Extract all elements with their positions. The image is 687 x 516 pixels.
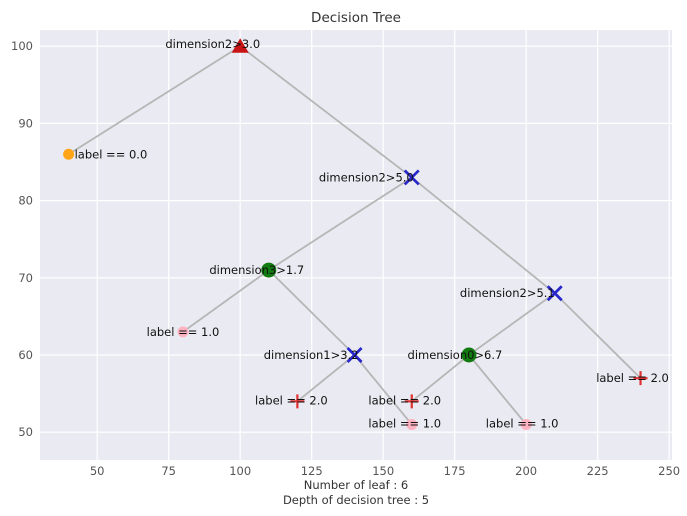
tree-node-label: dimension2>3.0 [165,37,260,51]
tree-node-markers [63,38,648,430]
x-tick-label: 250 [658,464,680,478]
tree-node-marker-plus [633,371,648,386]
tree-node-marker-circle [63,148,75,160]
y-tick-label: 70 [18,271,33,285]
tree-node-label: dimension1>3.2 [264,348,359,362]
y-tick-label: 100 [11,39,33,53]
tree-node-label: dimension0>6.7 [408,348,503,362]
tree-node-marker-plus [290,394,305,409]
tree-edge [353,354,413,426]
tree-node-label: dimension3>1.7 [209,263,304,277]
tree-edge [411,354,470,403]
tree-edge [182,269,270,333]
y-tick-label: 90 [18,116,33,130]
tree-edges [68,45,642,426]
tree-node-label: label == 2.0 [255,393,328,407]
tree-node-marker-triangle [231,38,249,53]
gridlines [40,30,672,460]
tree-node-labels: dimension2>3.0 label == 0.0 dimension2>5.0… [75,37,669,430]
tree-edge [239,45,413,179]
tree-node-label: label == 1.0 [147,325,220,339]
y-tick-label: 50 [18,425,33,439]
tree-node-marker-circle [177,326,189,338]
axis-tick-labels: 50 75 100 125 150 175 200 225 250 50 60 70 80 90 100 [11,39,680,478]
x-tick-label: 75 [161,464,176,478]
xlabel-line1: Number of leaf : 6 [304,478,408,492]
tree-edge [468,292,556,356]
tree-edge [468,354,527,426]
tree-edge [268,176,413,271]
tree-node-marker-plus [404,394,419,409]
tree-node-label: label == 1.0 [486,416,559,430]
x-tick-label: 225 [587,464,609,478]
x-tick-label: 50 [90,464,105,478]
tree-edge [411,176,556,294]
tree-node-label: dimension2>5.0 [319,170,414,184]
x-tick-label: 100 [229,464,251,478]
tree-node-label: label == 1.0 [368,416,441,430]
chart-title: Decision Tree [311,10,401,26]
tree-node-marker-circle [461,347,477,363]
tree-edge [268,269,356,356]
tree-edge [296,354,356,403]
tree-node-label: label == 2.0 [596,371,669,385]
tree-node-marker-circle [520,418,532,430]
xlabel-line2: Depth of decision tree : 5 [283,493,429,507]
tree-node-marker-x [546,285,563,302]
tree-node-label: dimension2>5.1 [460,286,555,300]
x-tick-label: 200 [515,464,537,478]
tree-node-marker-x [403,169,420,186]
tree-node-label: label == 0.0 [75,147,148,161]
tree-node-marker-circle [406,418,418,430]
tree-node-label: label == 2.0 [368,393,441,407]
x-tick-label: 125 [301,464,323,478]
x-tick-label: 150 [372,464,394,478]
y-tick-label: 60 [18,348,33,362]
tree-edge [68,45,241,156]
y-tick-label: 80 [18,194,33,208]
tree-node-marker-x [346,347,363,363]
axes-background [40,30,672,460]
x-tick-label: 175 [444,464,466,478]
tree-edge [554,292,642,379]
tree-node-marker-circle [261,262,277,278]
